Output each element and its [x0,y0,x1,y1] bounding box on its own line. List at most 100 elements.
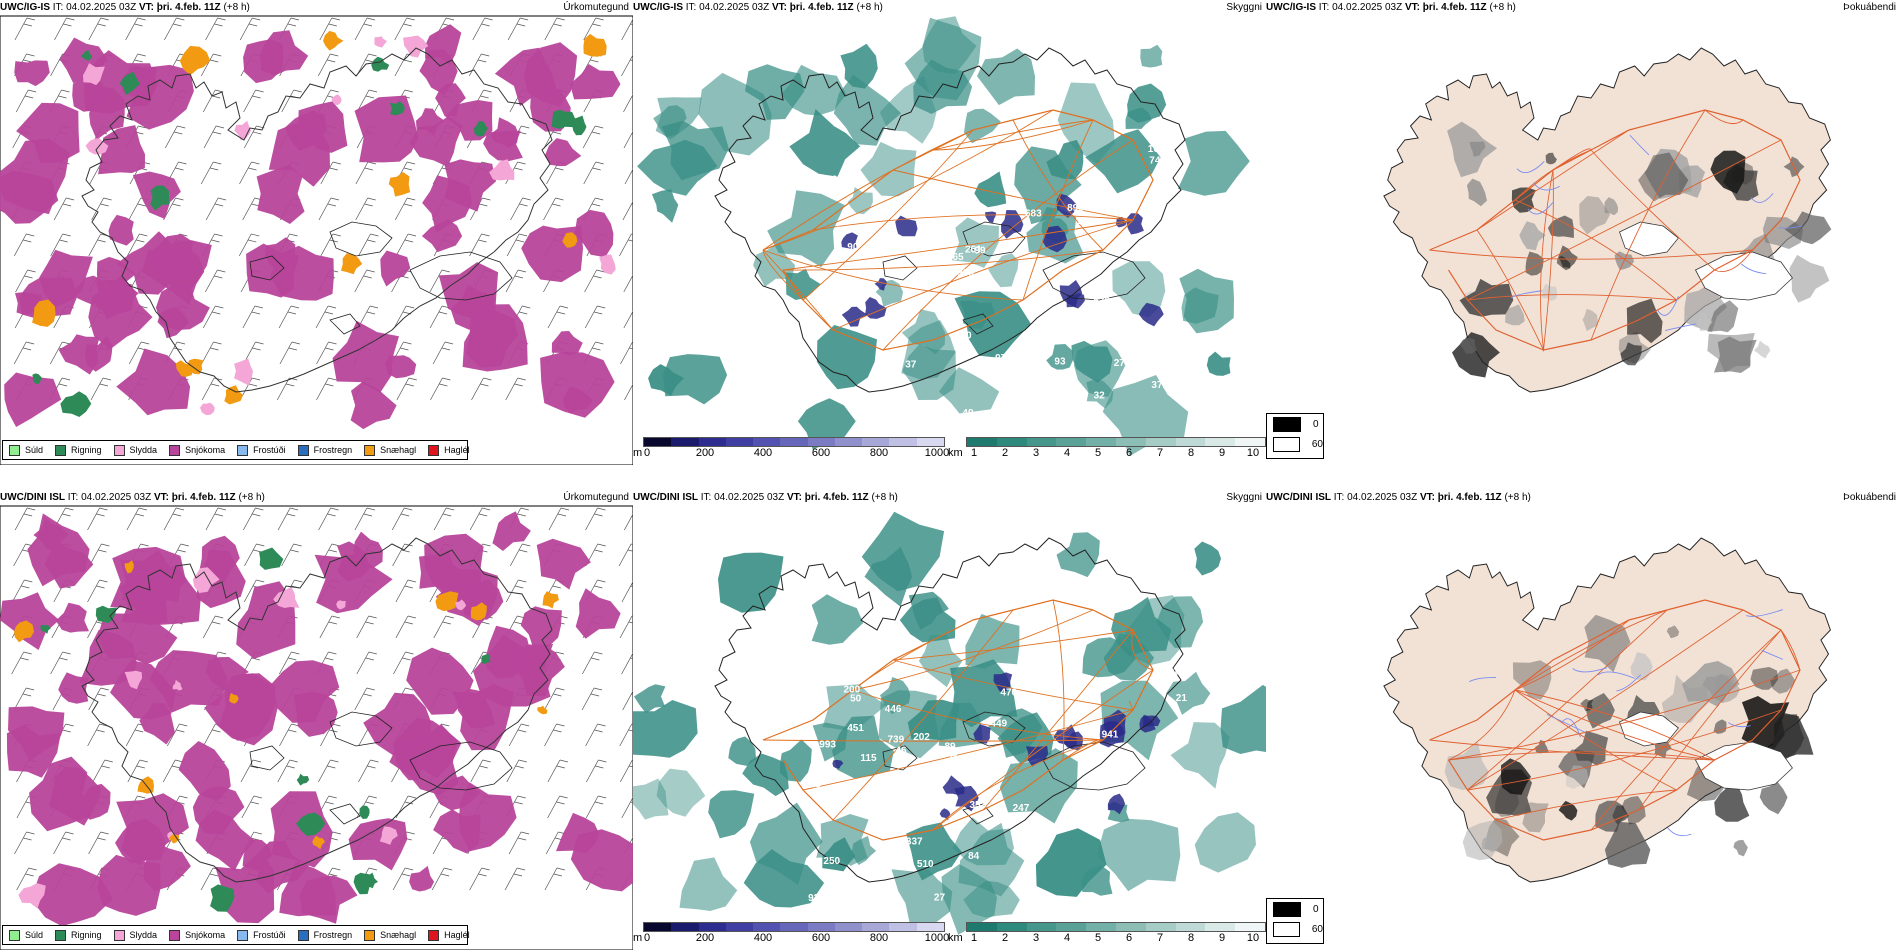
legend-item: Frostregn [297,929,353,941]
cloud-base-label: 270 [1114,358,1131,369]
visibility-tick: 7 [1156,447,1164,459]
cloud-base-label: 84 [968,851,980,862]
cloud-base-label: 749 [1149,156,1166,167]
visibility-tick: 8 [1187,932,1195,944]
cloud-base-label: 88 [945,748,957,759]
height-tick: 600 [811,932,831,944]
valid-time: þri. 4.feb. 11Z [171,492,236,503]
vt-label: VT: [153,492,169,503]
legend-label: Frostregn [313,930,353,940]
cloud-base-label: 37 [905,360,917,371]
lead-time: (+8 h) [871,492,898,503]
fog-legend: 0 60 [1266,898,1324,944]
visibility-tick: 3 [1032,932,1040,944]
fog-legend-item: 60 [1267,919,1323,939]
cloud-base-label: 683 [1025,209,1042,220]
legend-label: Slydda [129,445,158,455]
height-unit: m [633,932,643,944]
valid-time: þri. 4.feb. 11Z [804,492,869,503]
valid-time: þri. 4.feb. 11Z [1437,492,1502,503]
legend-swatch [9,929,20,941]
legend-swatch [237,444,249,456]
visibility-tick: 5 [1094,932,1102,944]
cloud-base-label: 245 [929,276,946,287]
panel-title: Úrkomutegund [563,2,629,13]
height-tick: 400 [753,447,773,459]
cloud-base-label: 999 [957,268,974,279]
legend-item: Slydda [113,444,158,456]
legend-item: Frostúði [237,444,286,456]
fog-legend-swatch [1273,901,1301,917]
valid-time: þri. 4.feb. 11Z [789,2,854,13]
visibility-tick: 10 [1246,447,1260,459]
fog-panel: UWC/DINI ISL IT: 04.02.2025 03Z VT: þri.… [1266,490,1900,950]
cloud-base-label: 90 [847,242,859,253]
legend-swatch [113,444,125,456]
visibility-unit: km [948,447,963,459]
cloud-base-label: 405 [1078,217,1095,228]
it-label: IT: [1318,2,1330,13]
visibility-unit: km [948,932,963,944]
model-name: UWC/DINI ISL [1266,492,1331,503]
cloud-base-label: 89 [945,742,957,753]
visibility-tick: 2 [1001,447,1009,459]
cloud-base-label: 21 [1176,693,1188,704]
cloud-base-label: 446 [885,704,902,715]
legend-item: Rigning [55,444,102,456]
legend-item: Snjókoma [169,444,226,456]
cloud-base-label: 371 [1151,380,1168,391]
precip-type-map [0,15,633,465]
height-tick: 0 [643,447,651,459]
cloud-base-label: 451 [847,723,864,734]
visibility-colorbar-strip [966,922,1266,932]
model-name: UWC/IG-IS [0,2,50,13]
cloud-base-label: 202 [913,732,930,743]
fog-legend-item: 0 [1267,899,1323,919]
cloud-base-label: 739 [888,734,905,745]
cloud-base-label: 250 [823,856,840,867]
panel-title: Úrkomutegund [563,492,629,503]
legend-item: Súld [9,444,43,456]
legend-item: Rigning [55,929,102,941]
cloud-base-label: 37 [880,368,892,379]
cloud-base-label: 993 [819,740,836,751]
legend-item: Snjókoma [169,929,225,941]
height-colorbar: m 0 200 400 600 800 1000 [633,922,949,948]
init-time: 04.02.2025 03Z [699,2,770,13]
legend-label: Frostregn [313,445,353,455]
legend-swatch [169,444,181,456]
cloud-vis-panel: 470 89 323 93 337 247 250 449 446 101 88 21 200 46 116… [633,490,1266,950]
cloud-base-label: 46 [896,745,908,756]
panel-header: UWC/DINI ISL IT: 04.02.2025 03Z VT: þri.… [1266,490,1900,506]
visibility-tick: 4 [1063,932,1071,944]
init-time: 04.02.2025 03Z [1332,2,1403,13]
model-name: UWC/IG-IS [633,2,683,13]
fog-legend-item: 0 [1267,414,1323,434]
legend-label: Rigning [71,445,102,455]
height-tick: 800 [869,932,889,944]
visibility-tick: 8 [1187,447,1195,459]
panel-title: Þokuábendi [1843,2,1896,13]
legend-label: Snæhagl [380,445,417,455]
legend-swatch [428,444,440,456]
model-name: UWC/DINI ISL [0,492,65,503]
cloud-base-label: 50 [850,693,862,704]
legend-item: Frostregn [297,444,353,456]
cloud-base-label: 49 [962,408,974,419]
cloud-base-label: 941 [1102,730,1119,741]
legend-swatch [428,929,440,941]
legend-label: Snjókoma [185,445,226,455]
init-time: 04.02.2025 03Z [81,492,152,503]
precip-legend: Súld Rigning Slydda Snjókoma Frostúði Frostre… [2,440,470,460]
model-name: UWC/DINI ISL [633,492,698,503]
height-tick: 200 [695,447,715,459]
lead-time: (+8 h) [1489,2,1516,13]
lead-time: (+8 h) [856,2,883,13]
height-colorbar-strip [643,437,945,447]
cloud-base-label: 65 [953,252,965,263]
init-time: 04.02.2025 03Z [1347,492,1418,503]
legend-item: Frostúði [237,929,286,941]
legend-swatch [169,929,181,941]
visibility-colorbar: km 1 2 3 4 5 6 7 8 9 10 [948,437,1266,463]
legend-swatch [55,929,67,941]
